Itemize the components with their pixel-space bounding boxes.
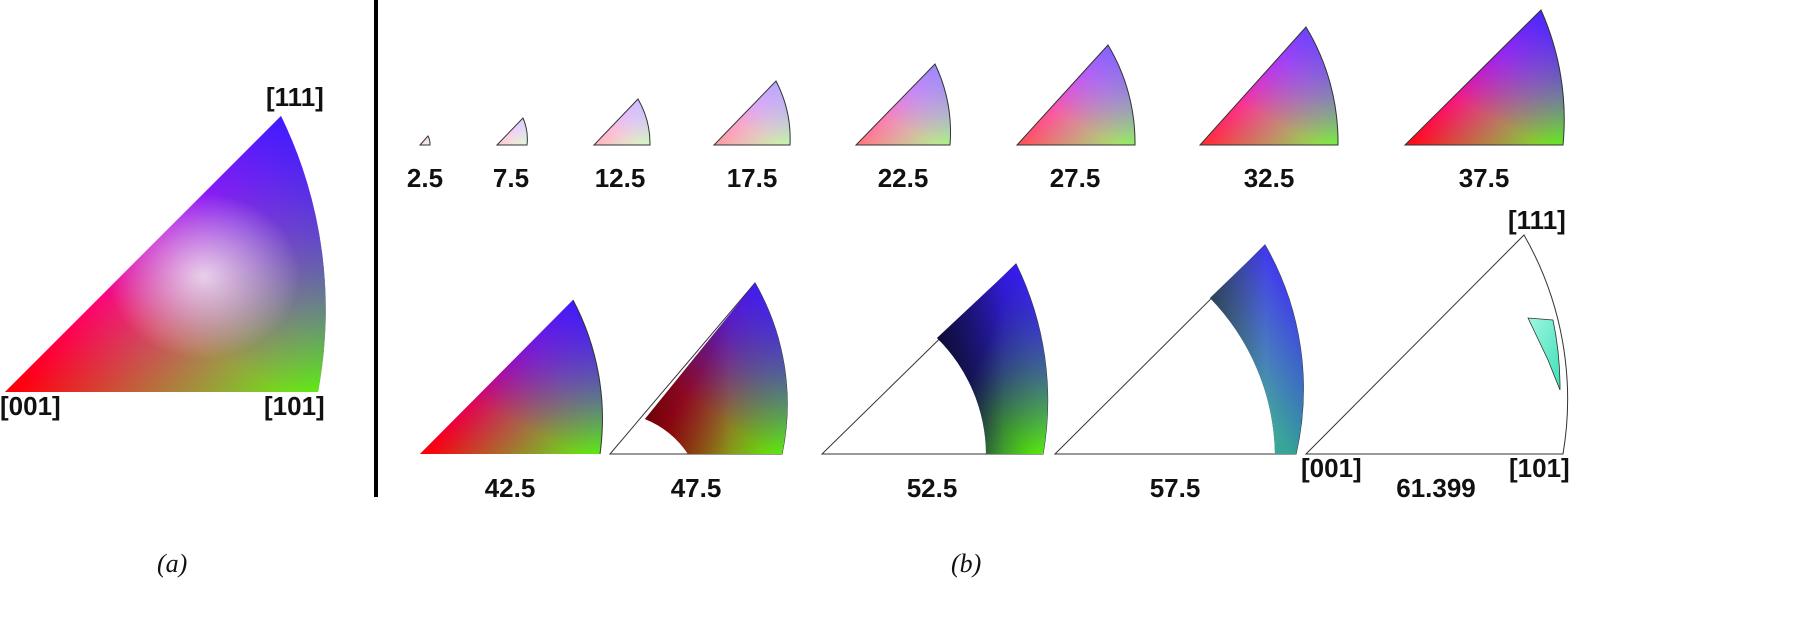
- ipf-triangle-47-5: [608, 282, 788, 455]
- value-label: 22.5: [878, 163, 929, 193]
- corner-label-001-b: [001]: [1301, 453, 1362, 483]
- value-label: 47.5: [671, 473, 722, 503]
- value-labels: 2.5 7.5 12.5 17.5 22.5 27.5 32.5 37.5 42.5 47.5 52…: [407, 163, 1509, 503]
- value-label: 27.5: [1050, 163, 1101, 193]
- ipf-triangle-12-5: [592, 98, 651, 146]
- value-label: 57.5: [1150, 473, 1201, 503]
- panel-b: 2.5 7.5 12.5 17.5 22.5 27.5 32.5 37.5 42.5 47.5 52…: [407, 9, 1570, 578]
- panel-caption-b: (b): [951, 549, 981, 578]
- ipf-triangle-32-5: [1198, 26, 1339, 146]
- panel-caption-a: (a): [157, 549, 187, 578]
- ipf-triangle-2-5: [418, 135, 431, 146]
- corner-label-101-b: [101]: [1509, 453, 1570, 483]
- ipf-triangle-27-5: [1015, 44, 1136, 146]
- value-label: 42.5: [485, 473, 536, 503]
- value-label: 2.5: [407, 163, 443, 193]
- value-label: 17.5: [727, 163, 778, 193]
- corner-label-001: [001]: [0, 391, 61, 421]
- value-label: 61.399: [1396, 473, 1476, 503]
- value-label: 32.5: [1244, 163, 1295, 193]
- ipf-triangle-37-5: [1403, 9, 1565, 146]
- value-label: 12.5: [595, 163, 646, 193]
- corner-label-101: [101]: [264, 391, 325, 421]
- value-label: 37.5: [1459, 163, 1510, 193]
- ipf-triangle-42-5: [420, 299, 603, 455]
- triangle-row-bottom: [420, 234, 1569, 455]
- ipf-triangle-17-5: [712, 80, 791, 146]
- corner-label-111: [111]: [266, 82, 324, 112]
- value-label: 7.5: [493, 163, 529, 193]
- ipf-triangle-52-5: [820, 263, 1049, 455]
- ipf-triangle-22-5: [854, 63, 951, 146]
- ipf-triangle-61-399: [1304, 234, 1569, 455]
- panel-a: [111] [001] [101] (a): [0, 82, 326, 578]
- ipf-triangle-7-5: [495, 117, 528, 146]
- ipf-triangle-full: [5, 116, 326, 392]
- value-label: 52.5: [907, 473, 958, 503]
- corner-label-111-b: [111]: [1508, 205, 1566, 235]
- triangle-row-top: [418, 9, 1565, 146]
- ipf-triangle-57-5: [1053, 244, 1304, 455]
